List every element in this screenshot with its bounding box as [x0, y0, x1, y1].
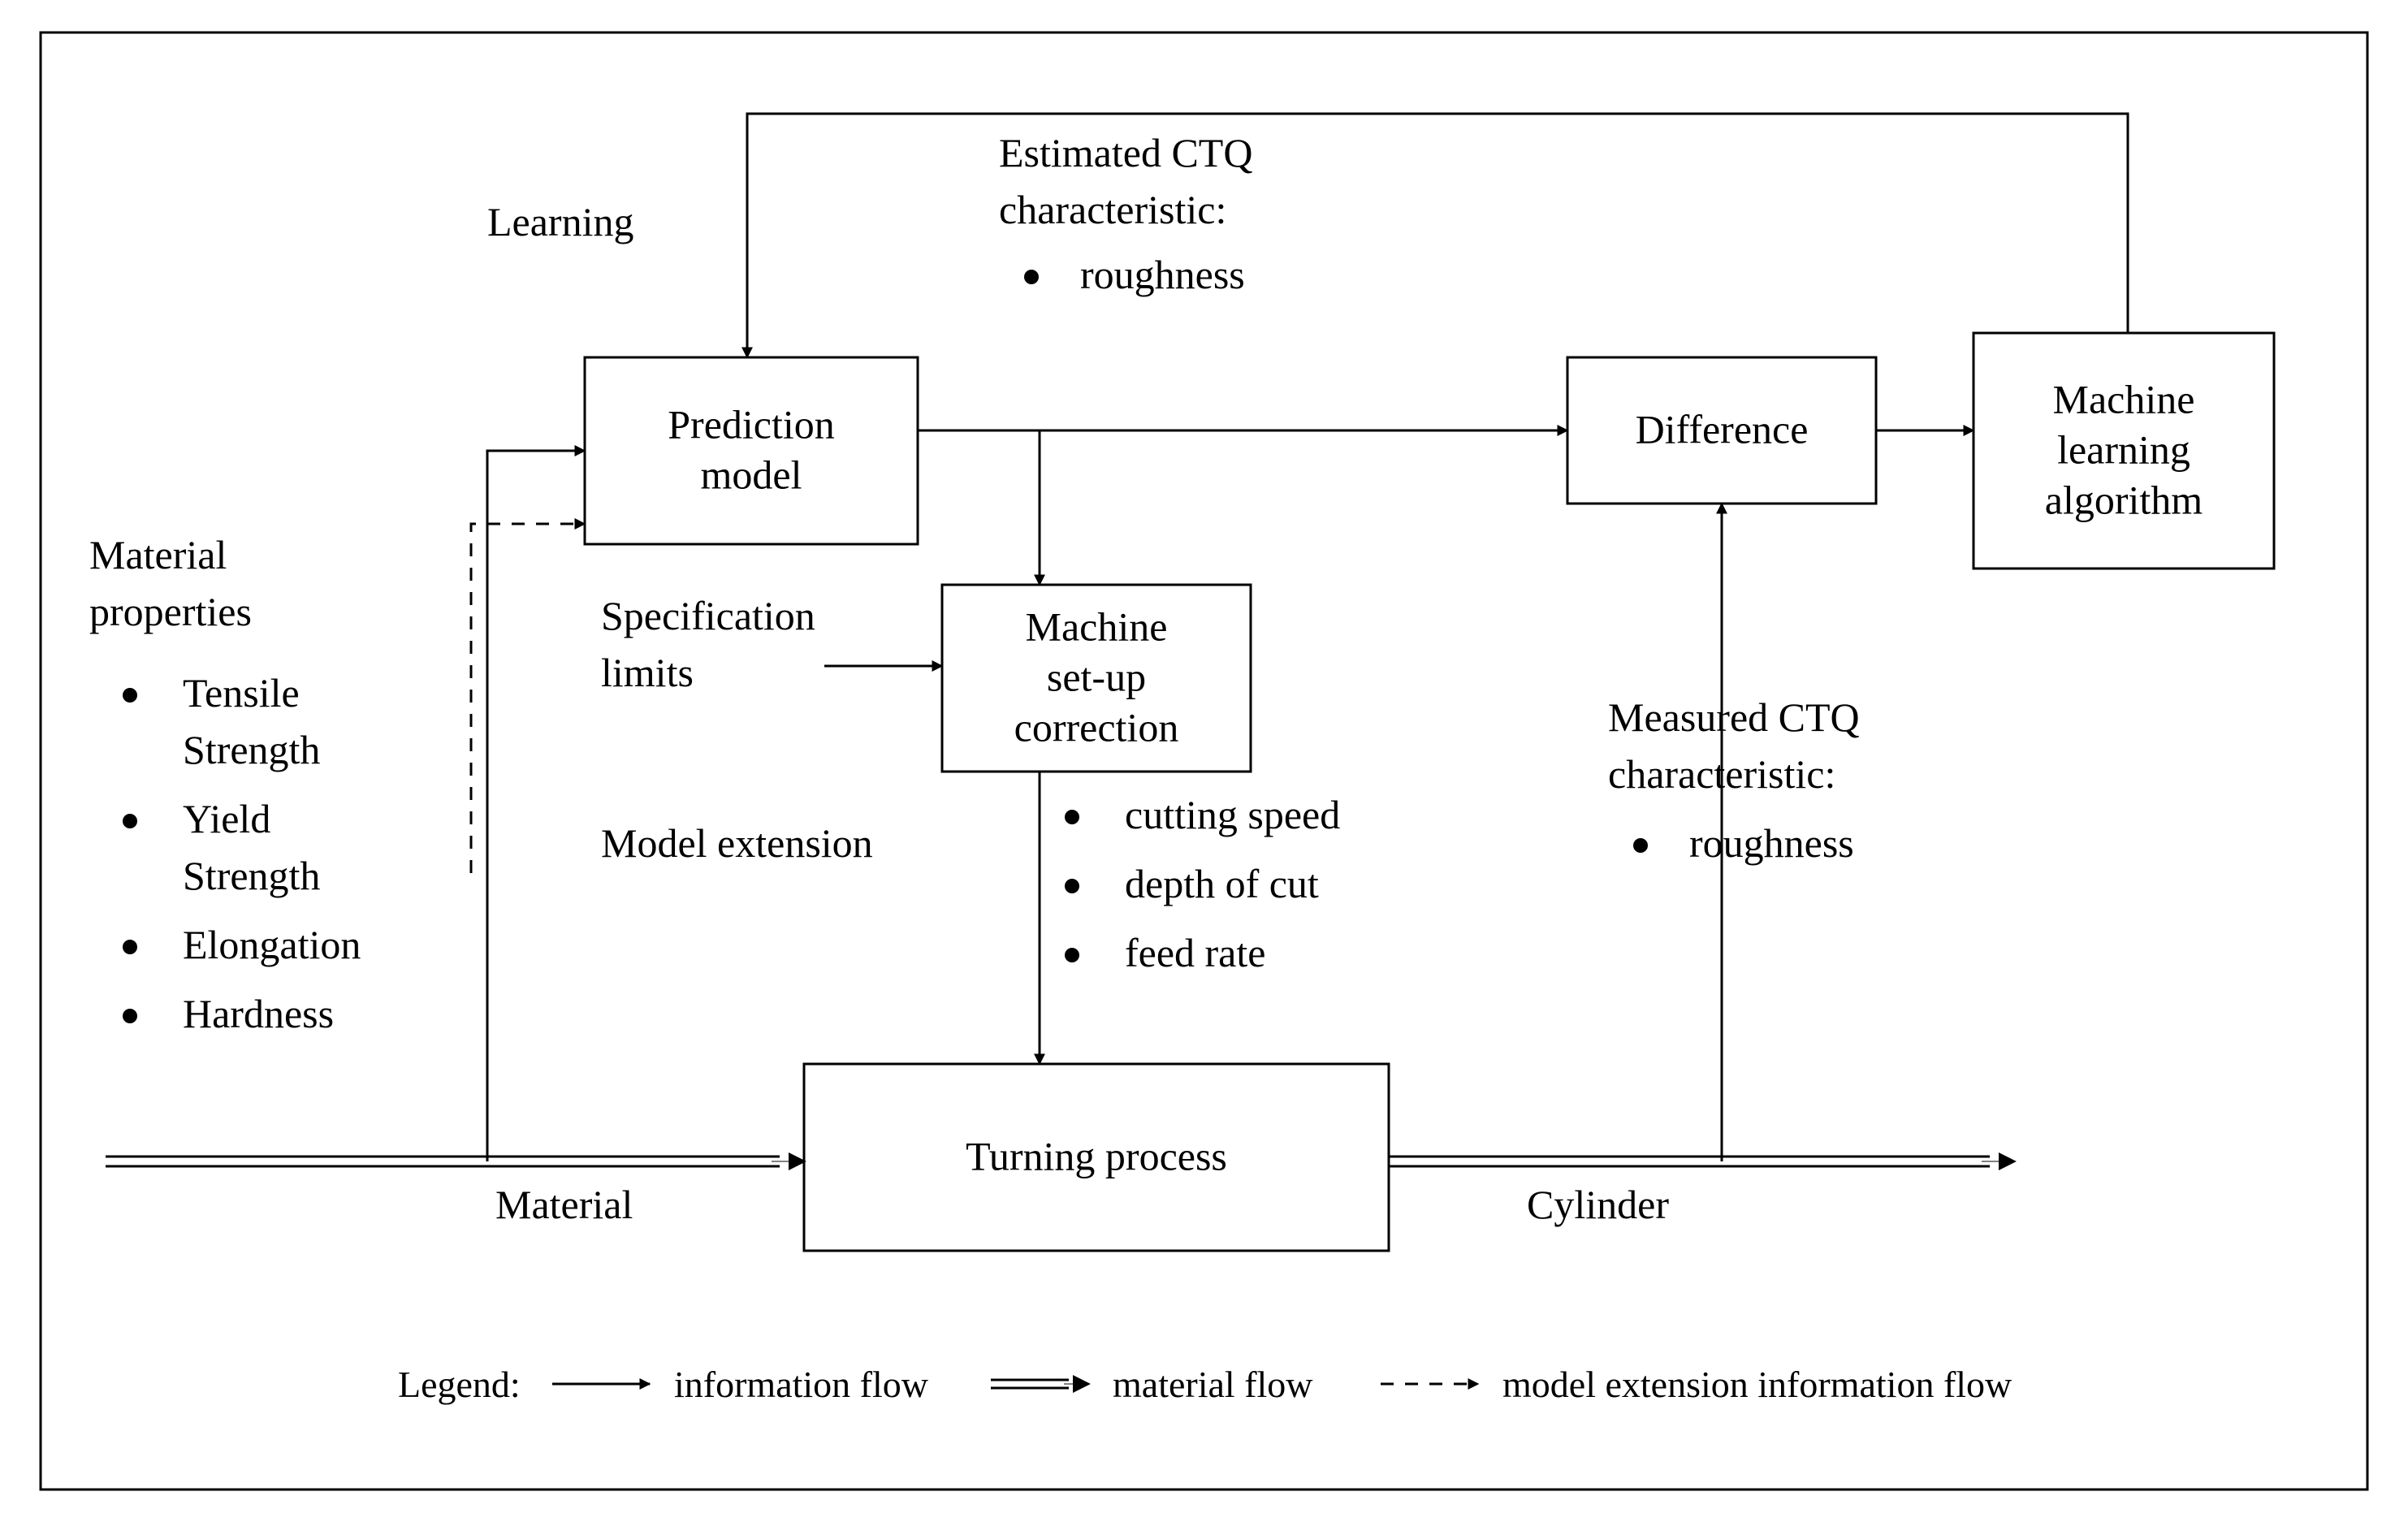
label-estimated-ctq: characteristic:: [999, 187, 1226, 232]
bullet-icon: [1065, 879, 1079, 893]
node-correction-label: set-up: [1047, 655, 1146, 700]
bullet-icon: [1024, 270, 1039, 284]
node-correction-label: Machine: [1026, 604, 1168, 650]
edge-ml-feedback: [747, 114, 2128, 357]
label-material-item: Strength: [183, 853, 320, 898]
bullet-icon: [123, 688, 137, 703]
node-ml-label: Machine: [2053, 377, 2195, 422]
node-prediction: [585, 357, 918, 544]
label-learning: Learning: [487, 199, 633, 244]
label-measured-item: roughness: [1689, 820, 1854, 866]
label-material-flow: Material: [495, 1182, 633, 1227]
bullet-icon: [123, 940, 137, 954]
label-material-item: Tensile: [183, 670, 300, 716]
label-measured-ctq: characteristic:: [1608, 751, 1835, 797]
node-turning-label: Turning process: [966, 1134, 1227, 1179]
label-material-item: Yield: [183, 796, 270, 841]
bullet-icon: [123, 814, 137, 828]
label-model-extension: Model extension: [601, 820, 873, 866]
label-spec-limits: Specification: [601, 593, 815, 638]
node-correction-label: correction: [1014, 705, 1179, 750]
label-material-props: Material: [89, 532, 227, 577]
node-difference-label: Difference: [1636, 407, 1809, 452]
node-prediction-label: model: [701, 452, 802, 498]
label-estimated-item: roughness: [1080, 252, 1245, 297]
bullet-icon: [1065, 810, 1079, 824]
label-correction-item: feed rate: [1125, 930, 1265, 975]
bullet-icon: [123, 1009, 137, 1023]
legend-prefix: Legend:: [398, 1364, 521, 1405]
label-material-item: Elongation: [183, 922, 361, 967]
label-spec-limits: limits: [601, 650, 694, 695]
node-prediction-label: Prediction: [668, 402, 835, 448]
bullet-icon: [1633, 838, 1648, 853]
label-material-item: Strength: [183, 727, 320, 772]
bullet-icon: [1065, 948, 1079, 962]
edge-mat-pred: [487, 451, 585, 1161]
label-material-item: Hardness: [183, 991, 334, 1036]
label-estimated-ctq: Estimated CTQ: [999, 130, 1252, 175]
legend-item-label: material flow: [1113, 1364, 1313, 1405]
label-material-props: properties: [89, 589, 252, 634]
label-correction-item: cutting speed: [1125, 792, 1340, 837]
legend-item-label: information flow: [674, 1364, 929, 1405]
node-ml-label: algorithm: [2045, 478, 2203, 523]
flowchart: Predictionmodel Machine set-up correction Tu…: [0, 0, 2408, 1522]
label-measured-ctq: Measured CTQ: [1608, 694, 1860, 740]
node-ml-label: learning: [2057, 427, 2190, 473]
label-cylinder-flow: Cylinder: [1527, 1182, 1669, 1227]
label-correction-item: depth of cut: [1125, 861, 1319, 906]
legend-item-label: model extension information flow: [1502, 1364, 2012, 1405]
